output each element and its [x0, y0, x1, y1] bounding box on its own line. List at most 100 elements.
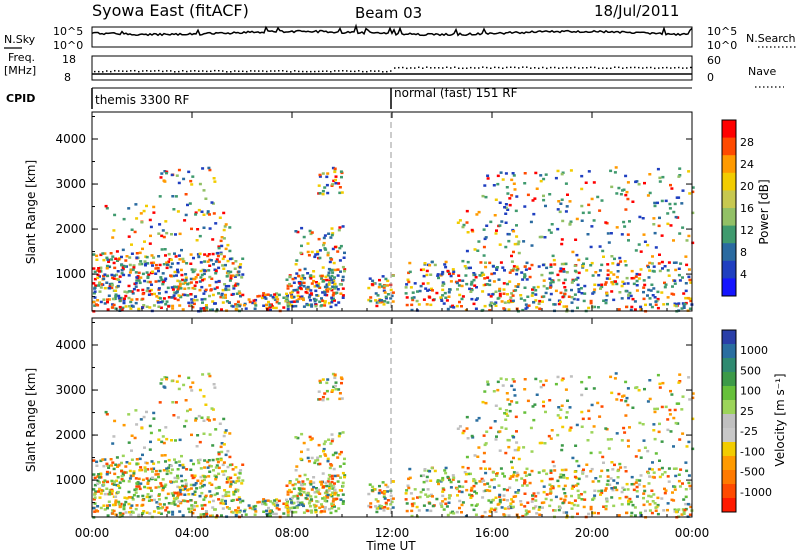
data-cell: [198, 458, 202, 462]
data-cell: [436, 479, 440, 482]
data-cell: [524, 513, 528, 516]
data-cell: [596, 306, 600, 309]
data-cell: [323, 291, 327, 294]
data-cell: [159, 512, 163, 515]
data-cell: [120, 478, 124, 481]
data-cell: [542, 383, 546, 387]
data-cell: [142, 209, 146, 213]
data-cell: [673, 282, 677, 285]
data-cell: [605, 292, 609, 295]
data-cell: [383, 490, 387, 494]
data-cell: [498, 495, 502, 498]
noise-panel: N.Sky 10^5 10^0 10^5 10^0 N.Search: [4, 23, 798, 52]
data-cell: [553, 469, 557, 472]
data-cell: [681, 276, 684, 279]
data-cell: [203, 253, 207, 256]
data-cell: [411, 504, 415, 508]
data-cell: [661, 175, 665, 179]
data-cell: [506, 488, 509, 492]
data-cell: [556, 227, 560, 231]
data-cell: [184, 482, 188, 485]
data-cell: [458, 279, 462, 282]
data-cell: [327, 232, 331, 235]
data-cell: [94, 284, 98, 287]
data-cell: [323, 186, 327, 189]
data-cell: [482, 434, 486, 437]
data-cell: [425, 475, 429, 479]
data-cell: [193, 287, 197, 290]
data-cell: [383, 300, 387, 303]
x-tick-label: 16:00: [475, 526, 510, 540]
data-cell: [232, 284, 236, 288]
data-cell: [235, 305, 239, 308]
data-cell: [648, 379, 652, 382]
data-cell: [565, 511, 569, 514]
data-cell: [112, 229, 116, 232]
data-cell: [630, 475, 634, 479]
data-cell: [597, 489, 601, 493]
data-cell: [199, 307, 203, 310]
data-cell: [559, 408, 563, 411]
freq-point: [598, 67, 600, 70]
data-cell: [197, 461, 201, 465]
data-cell: [150, 460, 154, 463]
data-cell: [121, 454, 125, 458]
data-cell: [152, 417, 156, 420]
data-cell: [221, 288, 225, 292]
data-cell: [458, 425, 462, 428]
data-cell: [189, 293, 193, 296]
freq-point: [218, 70, 220, 72]
data-cell: [308, 299, 312, 302]
data-cell: [317, 282, 321, 285]
data-cell: [515, 224, 518, 227]
data-cell: [340, 191, 344, 194]
data-cell: [160, 484, 164, 487]
data-cell: [425, 479, 429, 483]
data-cell: [676, 422, 680, 425]
data-cell: [436, 273, 440, 276]
data-cell: [573, 470, 577, 473]
data-cell: [455, 510, 459, 514]
data-cell: [587, 203, 591, 207]
data-cell: [195, 445, 199, 448]
data-cell: [647, 494, 651, 498]
data-cell: [102, 504, 106, 507]
data-cell: [334, 381, 338, 384]
data-cell: [600, 489, 604, 492]
data-cell: [589, 507, 593, 511]
data-cell: [106, 464, 110, 467]
data-cell: [161, 435, 165, 438]
data-cell: [155, 501, 159, 504]
data-cell: [531, 494, 534, 497]
data-cell: [600, 199, 604, 202]
data-cell: [303, 483, 307, 486]
data-cell: [320, 274, 324, 278]
data-cell: [515, 272, 519, 276]
data-cell: [589, 245, 593, 249]
data-cell: [609, 438, 613, 441]
data-cell: [464, 267, 468, 270]
data-cell: [336, 274, 340, 277]
data-cell: [150, 261, 154, 265]
data-cell: [664, 489, 668, 492]
data-cell: [300, 297, 304, 300]
data-cell: [253, 508, 257, 511]
data-cell: [550, 485, 554, 488]
data-cell: [574, 278, 578, 281]
data-cell: [105, 281, 109, 284]
data-cell: [157, 494, 161, 497]
data-cell: [191, 492, 195, 496]
data-cell: [591, 511, 595, 515]
data-cell: [496, 297, 500, 300]
data-cell: [503, 507, 507, 510]
freq-point: [542, 66, 544, 69]
data-cell: [494, 301, 498, 304]
data-cell: [141, 503, 145, 507]
data-cell: [498, 201, 502, 204]
data-cell: [203, 269, 206, 272]
data-cell: [422, 504, 426, 507]
data-cell: [483, 443, 487, 447]
data-cell: [587, 409, 591, 413]
data-cell: [590, 197, 594, 201]
